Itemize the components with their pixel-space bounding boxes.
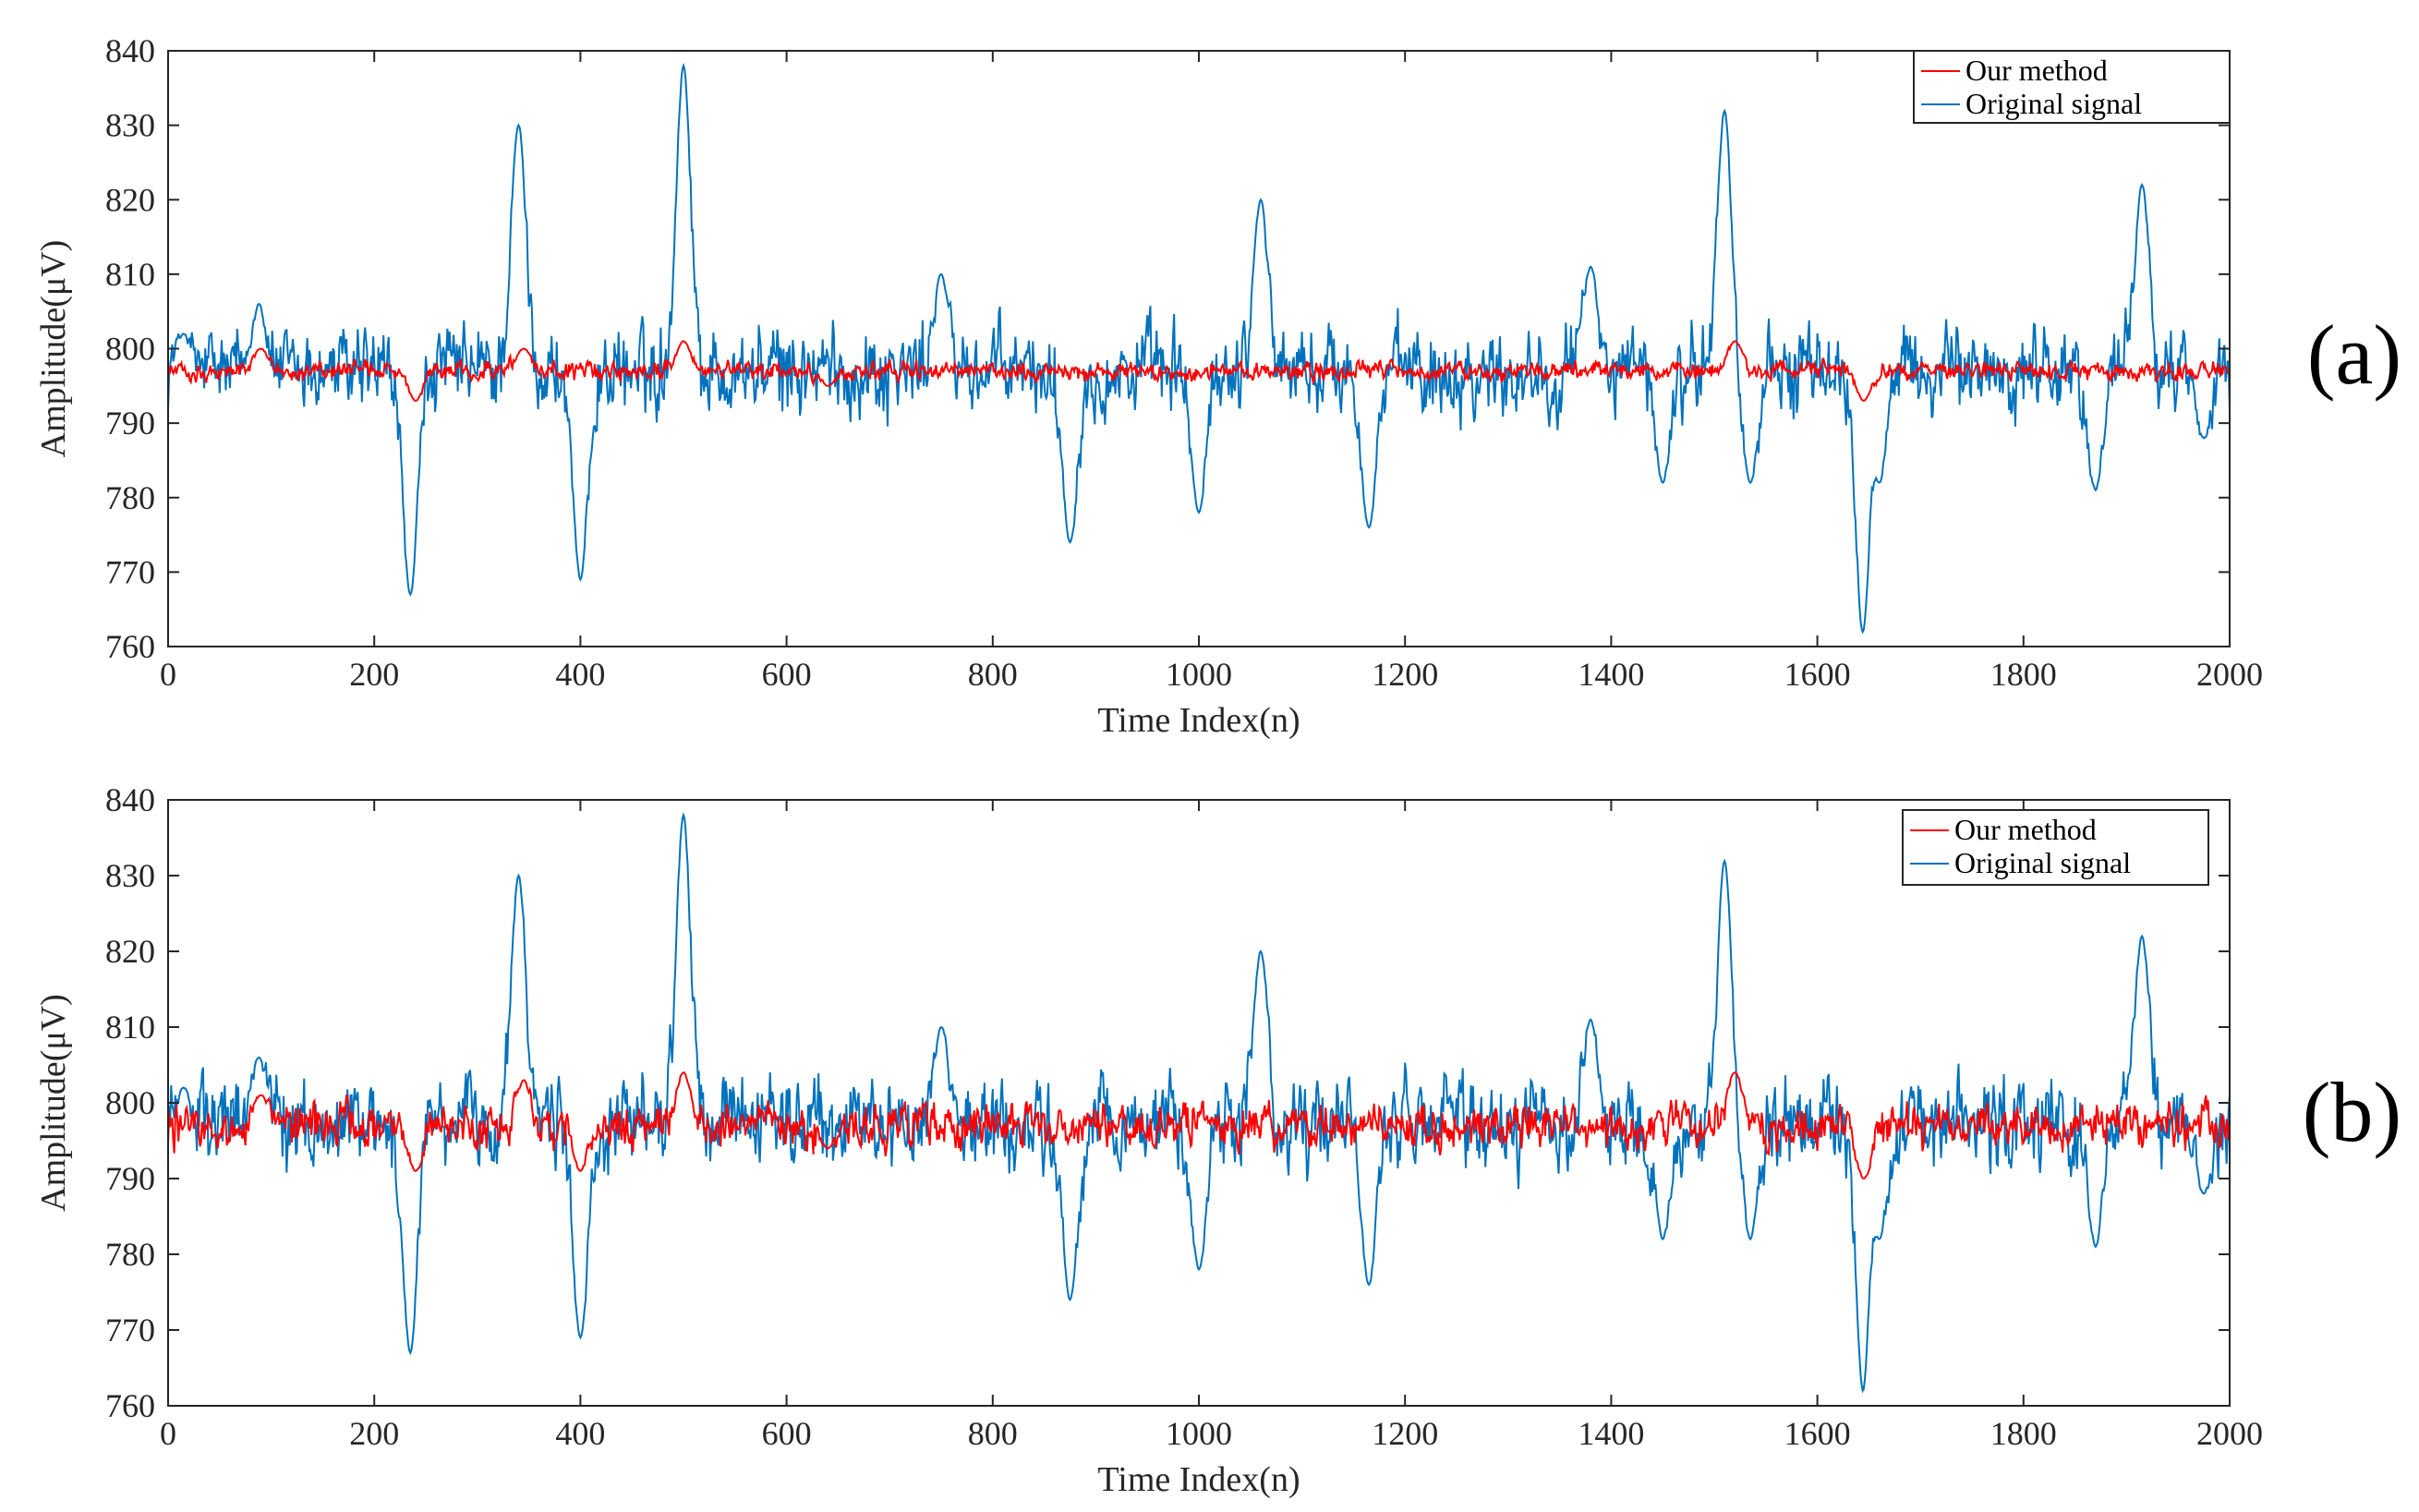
y-tick-label: 760 <box>105 628 155 665</box>
x-tick-label: 1400 <box>1578 656 1644 693</box>
x-tick-label: 1000 <box>1166 1415 1232 1452</box>
x-tick-label: 600 <box>762 1415 812 1452</box>
y-tick-label: 820 <box>105 933 155 970</box>
x-tick-label: 800 <box>968 656 1018 693</box>
x-tick-label: 2000 <box>2196 1415 2263 1452</box>
x-tick-label: 2000 <box>2196 656 2263 693</box>
y-tick-label: 840 <box>105 32 155 69</box>
y-tick-label: 790 <box>105 405 155 442</box>
x-tick-label: 0 <box>160 1415 176 1452</box>
y-tick-label: 810 <box>105 1009 155 1046</box>
series-line-our-method <box>168 340 2230 402</box>
x-tick-label: 1200 <box>1372 656 1438 693</box>
x-tick-label: 1000 <box>1166 656 1232 693</box>
y-tick-label: 830 <box>105 857 155 894</box>
y-tick-label: 770 <box>105 1312 155 1349</box>
y-tick-label: 810 <box>105 256 155 293</box>
y-axis-label: Amplitude(μV) <box>34 994 73 1212</box>
y-tick-label: 800 <box>105 331 155 368</box>
legend-label-original-signal: Original signal <box>1965 87 2142 120</box>
x-tick-label: 1800 <box>1990 656 2057 693</box>
series-line-our-method <box>168 1071 2230 1180</box>
x-tick-label: 1600 <box>1784 1415 1851 1452</box>
y-tick-label: 760 <box>105 1387 155 1424</box>
x-tick-label: 1600 <box>1784 656 1851 693</box>
legend-label-our-method: Our method <box>1954 813 2097 846</box>
y-tick-label: 770 <box>105 553 155 590</box>
y-tick-label: 820 <box>105 181 155 218</box>
x-tick-label: 600 <box>762 656 812 693</box>
x-tick-label: 800 <box>968 1415 1018 1452</box>
legend-label-our-method: Our method <box>1965 54 2108 87</box>
x-axis-label: Time Index(n) <box>1097 1460 1300 1499</box>
x-tick-label: 400 <box>555 1415 605 1452</box>
y-axis-label: Amplitude(μV) <box>34 240 73 458</box>
x-tick-label: 0 <box>160 656 176 693</box>
y-tick-label: 780 <box>105 479 155 516</box>
legend-box <box>1913 50 2231 124</box>
x-tick-label: 1400 <box>1578 1415 1644 1452</box>
x-tick-label: 200 <box>349 656 399 693</box>
x-tick-label: 400 <box>555 656 605 693</box>
panel-label: (a) <box>2307 308 2401 402</box>
x-axis-label: Time Index(n) <box>1097 701 1300 740</box>
y-tick-label: 840 <box>105 781 155 818</box>
series-line-original-signal <box>168 812 2230 1394</box>
y-tick-label: 790 <box>105 1160 155 1197</box>
y-tick-label: 830 <box>105 107 155 144</box>
x-tick-label: 1800 <box>1990 1415 2057 1452</box>
y-tick-label: 800 <box>105 1084 155 1121</box>
series-line-original-signal <box>168 62 2230 635</box>
panel-label: (b) <box>2303 1065 2401 1159</box>
x-tick-label: 200 <box>349 1415 399 1452</box>
legend-box <box>1902 809 2209 886</box>
legend-label-original-signal: Original signal <box>1954 846 2131 879</box>
y-tick-label: 780 <box>105 1236 155 1273</box>
x-tick-label: 1200 <box>1372 1415 1438 1452</box>
